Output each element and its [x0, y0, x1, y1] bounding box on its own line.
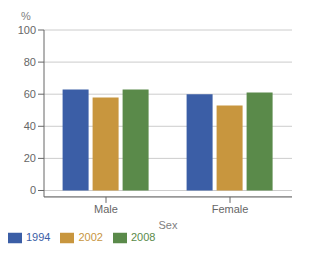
- svg-text:40: 40: [24, 120, 36, 132]
- svg-text:20: 20: [24, 152, 36, 164]
- html-text:2002: 2002: [78, 230, 103, 243]
- svg-text:Female: Female: [212, 203, 249, 215]
- svg-text:60: 60: [24, 88, 36, 100]
- svg-text:Male: Male: [94, 203, 118, 215]
- html-text:1994: 1994: [26, 230, 51, 243]
- svg-text:Sex: Sex: [159, 219, 178, 231]
- html-text:2008: 2008: [131, 230, 156, 243]
- svg-text:0: 0: [30, 184, 36, 196]
- svg-text:%: %: [21, 10, 31, 22]
- svg-text:80: 80: [24, 56, 36, 68]
- svg-text:100: 100: [18, 24, 36, 36]
